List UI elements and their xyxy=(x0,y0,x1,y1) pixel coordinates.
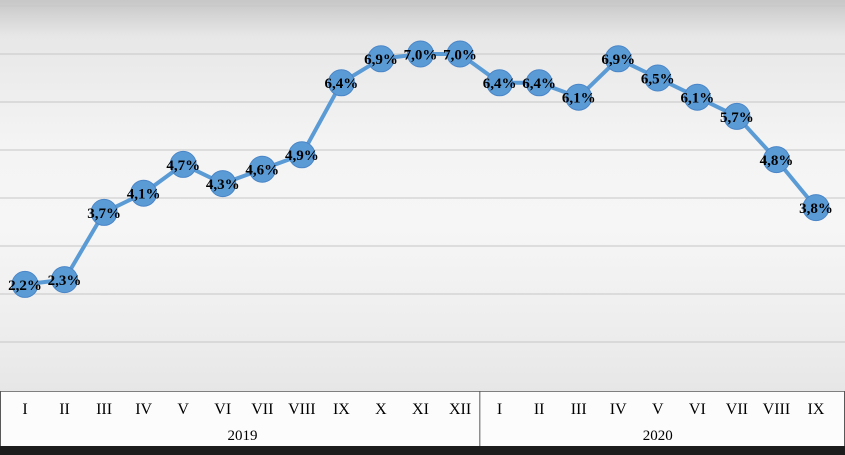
data-point-marker xyxy=(446,40,474,68)
month-tick-label: V xyxy=(652,401,664,418)
data-point-marker xyxy=(130,179,158,207)
data-point-marker xyxy=(762,146,790,174)
data-point-label: 6,9% xyxy=(601,52,635,68)
data-point-marker xyxy=(565,83,593,111)
year-label: 2019 xyxy=(228,428,258,444)
data-point-marker xyxy=(644,64,672,92)
data-point-label: 2,3% xyxy=(48,273,82,289)
month-tick-label: IV xyxy=(610,401,627,418)
data-point-label: 6,4% xyxy=(325,76,359,92)
month-tick-label: XII xyxy=(449,401,471,418)
month-tick-label: VI xyxy=(214,401,231,418)
bottom-bar xyxy=(0,446,845,455)
month-tick-label: IX xyxy=(808,401,825,418)
month-tick-label: IV xyxy=(135,401,152,418)
month-tick-label: VI xyxy=(689,401,706,418)
data-point-marker xyxy=(486,69,514,97)
data-point-label: 4,6% xyxy=(245,163,279,179)
data-point-marker xyxy=(90,198,118,226)
data-point-marker xyxy=(604,45,632,73)
data-point-marker xyxy=(723,102,751,130)
year-label: 2020 xyxy=(643,428,673,444)
data-point-label: 3,8% xyxy=(799,201,833,217)
month-tick-label: I xyxy=(497,401,502,418)
month-tick-label: VII xyxy=(726,401,748,418)
data-point-label: 6,4% xyxy=(483,76,517,92)
month-tick-label: VIII xyxy=(288,401,316,418)
data-point-marker xyxy=(367,45,395,73)
month-tick-label: III xyxy=(571,401,587,418)
data-point-label: 6,9% xyxy=(364,52,398,68)
data-point-label: 2,2% xyxy=(8,278,42,294)
month-tick-label: V xyxy=(177,401,189,418)
axis-area xyxy=(0,391,845,446)
data-point-marker xyxy=(288,141,316,169)
data-point-marker xyxy=(209,170,237,198)
data-point-label: 4,7% xyxy=(166,158,200,174)
x-axis-months: I II III IV V VI VII VIII IX X XI XII I II III IV V VI VII… xyxy=(22,401,825,418)
data-point-label: 3,7% xyxy=(87,206,121,222)
data-labels: 2,2% 2,3% 3,7% 4,1% 4,7% 4,3% 4,6% 4,9% 6,4% 6,9%… xyxy=(8,47,833,293)
data-point-marker xyxy=(51,266,79,294)
month-tick-label: I xyxy=(22,401,27,418)
data-point-label: 4,8% xyxy=(760,153,794,169)
data-point-label: 7,0% xyxy=(404,47,438,63)
data-point-label: 5,7% xyxy=(720,110,754,126)
data-point-marker xyxy=(169,150,197,178)
data-point-label: 4,3% xyxy=(206,177,240,193)
month-tick-label: IX xyxy=(333,401,350,418)
month-tick-label: II xyxy=(59,401,70,418)
data-point-label: 6,5% xyxy=(641,71,675,87)
data-point-marker xyxy=(248,155,276,183)
month-tick-label: VII xyxy=(251,401,273,418)
data-point-marker xyxy=(407,40,434,68)
data-point-marker xyxy=(802,194,830,222)
month-tick-label: II xyxy=(534,401,545,418)
data-point-marker xyxy=(11,270,39,298)
data-point-marker xyxy=(525,69,553,97)
month-tick-label: VIII xyxy=(763,401,791,418)
data-point-label: 4,9% xyxy=(285,148,319,164)
data-point-marker xyxy=(327,69,355,97)
data-point-label: 6,4% xyxy=(522,76,556,92)
data-point-label: 4,1% xyxy=(127,187,161,203)
month-tick-label: III xyxy=(96,401,112,418)
markers xyxy=(11,40,830,298)
data-point-label: 6,1% xyxy=(680,91,714,107)
data-point-label: 7,0% xyxy=(443,47,477,63)
month-tick-label: X xyxy=(375,401,387,418)
month-tick-label: XI xyxy=(412,401,429,418)
data-point-label: 6,1% xyxy=(562,91,596,107)
data-point-marker xyxy=(683,83,711,111)
